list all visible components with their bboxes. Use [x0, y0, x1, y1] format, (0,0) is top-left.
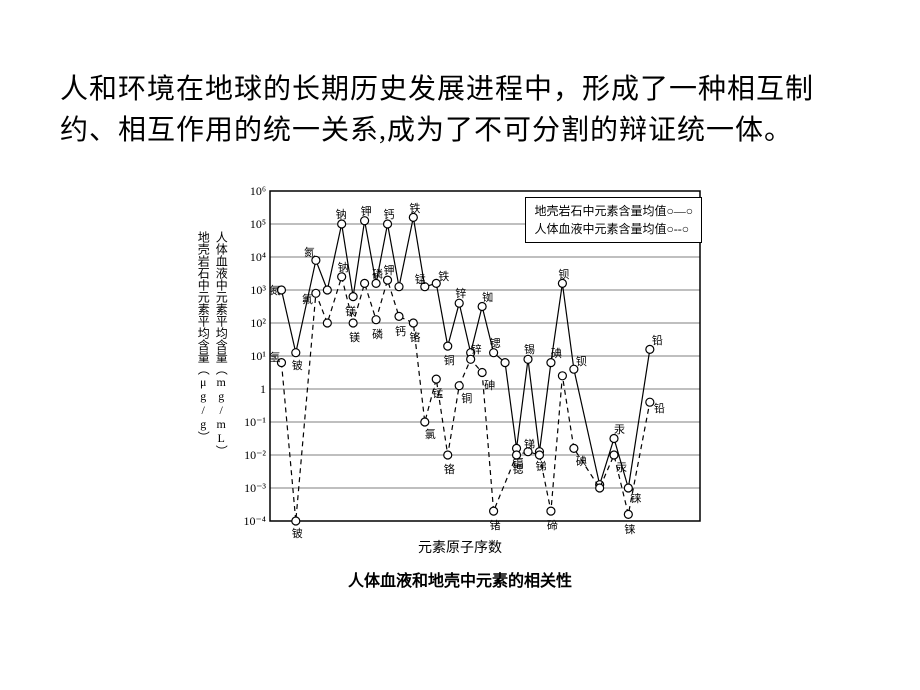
y-tick-label: 10⁻⁴	[234, 514, 266, 529]
element-label: 锑	[535, 458, 546, 474]
element-label: 氮	[304, 244, 315, 260]
y-tick-label: 1	[234, 382, 266, 397]
element-label: 磷	[372, 326, 383, 342]
element-label: 钙	[384, 206, 395, 222]
element-label: 钙	[395, 323, 406, 339]
element-label: 钠	[336, 206, 347, 222]
element-label: 汞	[616, 459, 627, 475]
element-label: 钾	[384, 262, 395, 278]
element-label: 碘	[576, 453, 587, 469]
element-label: 锰	[415, 271, 426, 287]
element-label: 镁	[349, 329, 360, 345]
y-tick-label: 10²	[234, 316, 266, 331]
y-tick-label: 10¹	[234, 349, 266, 364]
element-label: 铁	[409, 200, 420, 216]
element-label: 铜	[444, 352, 455, 368]
element-label: 铼	[624, 521, 635, 537]
chart-caption: 人体血液和地壳中元素的相关性	[348, 567, 572, 591]
element-label: 钡	[558, 266, 569, 282]
y-tick-label: 10⁻²	[234, 448, 266, 463]
element-label: 汞	[614, 421, 625, 437]
legend: 地壳岩石中元素含量均值○—○ 人体血液中元素含量均值○--○	[525, 197, 702, 243]
element-label: 锌	[455, 285, 466, 301]
element-label: 钡	[576, 353, 587, 369]
y-axis-title-blood: 人体血液中元素平均含量（mg/mL）	[214, 231, 227, 457]
y-tick-label: 10⁻³	[234, 481, 266, 496]
element-label: 碘	[551, 345, 562, 361]
legend-rock: 地壳岩石中元素含量均值○—○	[534, 202, 693, 220]
element-label: 铍	[292, 525, 303, 541]
element-label: 锑	[524, 436, 535, 452]
y-tick-label: 10⁴	[234, 250, 266, 265]
element-label: 铅	[652, 332, 663, 348]
chart: 地壳岩石中元素平均含量（μg/g） 人体血液中元素平均含量（mg/mL） 地壳岩…	[200, 171, 720, 561]
x-axis-title: 元素原子序数	[200, 537, 720, 557]
y-tick-label: 10⁵	[234, 217, 266, 232]
y-tick-label: 10⁶	[234, 184, 266, 199]
y-tick-label: 10⁻¹	[234, 415, 266, 430]
element-label: 砷	[484, 377, 495, 393]
element-label: 铜	[461, 390, 472, 406]
element-label: 铷	[482, 289, 493, 305]
element-label: 铬	[409, 329, 420, 345]
body-text: 人和环境在地球的长期历史发展进程中，形成了一种相互制约、相互作用的统一关系,成为…	[60, 70, 860, 151]
slide: 人和环境在地球的长期历史发展进程中，形成了一种相互制约、相互作用的统一关系,成为…	[0, 0, 920, 611]
element-label: 锌	[471, 341, 482, 357]
element-label: 钠	[338, 259, 349, 275]
element-label: 磷	[372, 266, 383, 282]
y-tick-label: 10³	[234, 283, 266, 298]
element-label: 铅	[654, 400, 665, 416]
element-label: 碲	[547, 517, 558, 533]
element-label: 铼	[630, 490, 641, 506]
chart-container: 地壳岩石中元素平均含量（μg/g） 人体血液中元素平均含量（mg/mL） 地壳岩…	[60, 171, 860, 591]
element-label: 铁	[438, 268, 449, 284]
element-label: 锶	[513, 461, 524, 477]
element-label: 钾	[361, 203, 372, 219]
element-label: 氟	[302, 291, 313, 307]
element-label: 锡	[524, 341, 535, 357]
element-label: 铍	[292, 357, 303, 373]
element-label: 锰	[432, 385, 443, 401]
element-label: 氢	[269, 349, 280, 365]
element-label: 氯	[425, 426, 436, 442]
y-axis-title-rock: 地壳岩石中元素平均含量（μg/g）	[196, 231, 209, 443]
element-label: 锗	[490, 517, 501, 533]
element-label: 镁	[345, 303, 356, 319]
element-label: 铬	[444, 461, 455, 477]
element-label: 氮	[269, 282, 280, 298]
element-label: 锶	[490, 335, 501, 351]
legend-blood: 人体血液中元素含量均值○--○	[534, 220, 693, 238]
